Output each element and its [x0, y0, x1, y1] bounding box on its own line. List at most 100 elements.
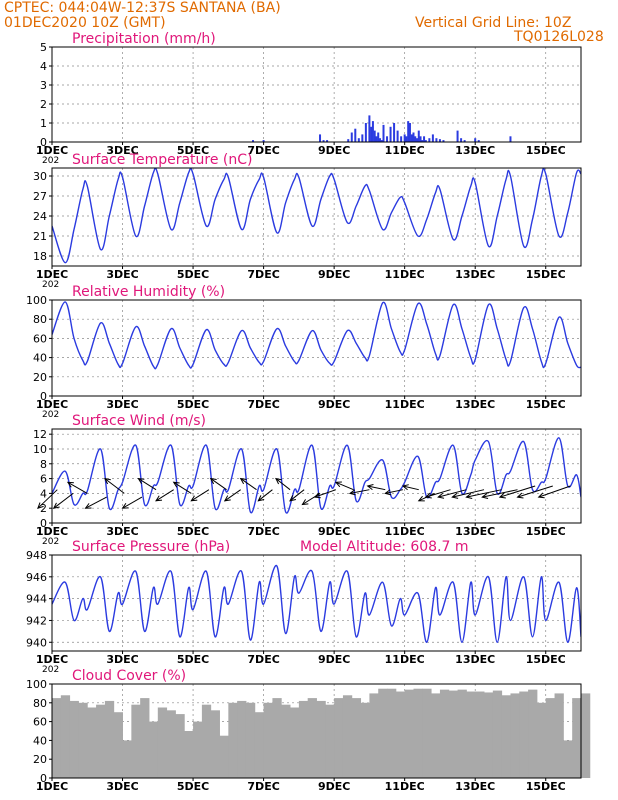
x-year-label: 202 [42, 156, 59, 166]
bar [131, 704, 141, 778]
bar [423, 136, 426, 142]
wind-arrow [335, 481, 354, 491]
panel-subtitle: Model Altitude: 608.7 m [300, 539, 469, 555]
bar [403, 134, 406, 142]
bar [460, 138, 463, 142]
wind-arrow [122, 496, 143, 509]
bar [210, 710, 220, 778]
bar [354, 128, 357, 142]
panel-title: Precipitation (mm/h) [72, 31, 216, 47]
y-tick-label: 0 [40, 772, 47, 785]
wind-arrow-head [289, 495, 297, 502]
bar [52, 698, 62, 778]
x-tick-label: 5DEC [177, 525, 209, 538]
bar [419, 136, 422, 142]
y-tick-label: 6 [40, 473, 47, 486]
y-tick-label: 2 [40, 502, 47, 515]
y-tick-label: 1 [40, 117, 47, 130]
x-tick-label: 3DEC [106, 268, 138, 281]
panel-frame [51, 683, 582, 779]
bar [413, 688, 423, 778]
x-tick-label: 7DEC [247, 398, 279, 411]
bar [424, 140, 427, 142]
y-tick-label: 80 [33, 697, 47, 710]
x-tick-label: 11DEC [385, 268, 425, 281]
x-tick-label: 9DEC [318, 268, 350, 281]
bar [371, 121, 374, 142]
wind-arrow-head [172, 481, 180, 488]
x-tick-label: 15DEC [526, 780, 566, 793]
bar [417, 130, 420, 142]
wind-arrow [289, 489, 305, 502]
bar [378, 138, 381, 142]
wind-arrow [425, 489, 451, 498]
bar [334, 698, 344, 778]
bar [438, 139, 441, 142]
bar [581, 693, 591, 778]
y-tick-label: 2 [40, 98, 47, 111]
wind-arrow-head [313, 492, 321, 499]
bar [60, 695, 71, 778]
wind-arrow [275, 478, 291, 491]
x-year-label: 202 [42, 410, 59, 420]
wind-arrow [240, 478, 257, 491]
x-tick-label: 1DEC [36, 653, 68, 666]
bar [219, 735, 229, 778]
x-tick-label: 7DEC [247, 525, 279, 538]
series-line [52, 565, 581, 643]
x-tick-label: 11DEC [385, 653, 425, 666]
series-line [52, 437, 581, 514]
bar [375, 136, 378, 142]
x-tick-label: 9DEC [318, 525, 350, 538]
y-tick-label: 0 [40, 517, 47, 530]
bar [428, 138, 431, 142]
bar [408, 123, 411, 142]
bar [69, 700, 79, 778]
wind-arrow-head [121, 502, 129, 509]
x-tick-label: 15DEC [526, 398, 566, 411]
x-year-label: 202 [42, 665, 59, 675]
bar [237, 700, 247, 778]
y-tick-label: 0 [40, 390, 47, 403]
y-tick-label: 4 [40, 487, 47, 500]
bar [400, 136, 403, 142]
bar [319, 134, 322, 142]
y-tick-label: 100 [26, 678, 47, 691]
bar [431, 693, 441, 778]
bar [342, 695, 353, 778]
bar [166, 710, 176, 778]
panel-title: Surface Wind (m/s) [72, 413, 206, 429]
x-tick-label: 1DEC [36, 780, 68, 793]
bar [519, 691, 529, 778]
x-tick-label: 11DEC [385, 525, 425, 538]
x-tick-label: 9DEC [318, 398, 350, 411]
bar [351, 698, 362, 778]
y-tick-label: 21 [33, 230, 47, 243]
bar [456, 130, 459, 142]
bar [373, 130, 376, 142]
bar [572, 698, 582, 778]
bar [122, 740, 132, 778]
x-tick-label: 7DEC [247, 268, 279, 281]
wind-arrow-head [257, 495, 265, 502]
wind-arrow [173, 481, 192, 494]
bar [377, 132, 380, 142]
bar [563, 740, 573, 778]
y-tick-label: 20 [33, 371, 47, 384]
bar [298, 700, 309, 778]
wind-arrow-head [451, 492, 459, 499]
bar [410, 134, 413, 142]
bar [254, 712, 265, 778]
x-tick-label: 9DEC [318, 653, 350, 666]
wind-arrow-head [209, 477, 217, 485]
panel-title: Surface Temperature (nC) [72, 152, 253, 168]
bar [96, 704, 106, 778]
wind-arrow-head [301, 499, 309, 506]
wind-arrow [37, 489, 58, 509]
y-tick-label: 0 [40, 136, 47, 149]
wind-arrow-head [190, 495, 198, 502]
bar [545, 698, 556, 778]
bar [368, 115, 371, 142]
wind-arrow [191, 489, 210, 502]
y-tick-label: 4 [40, 60, 47, 73]
